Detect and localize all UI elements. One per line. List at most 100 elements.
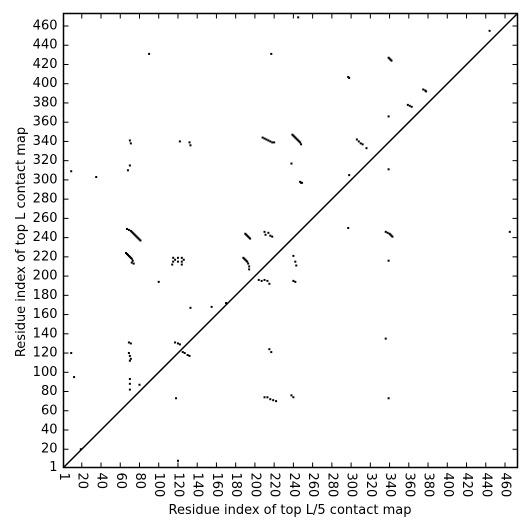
- contact-point: [384, 337, 387, 340]
- y-tick-label: 20: [41, 442, 58, 457]
- contact-point: [128, 359, 131, 362]
- contact-point: [268, 282, 271, 285]
- contact-point: [171, 263, 174, 266]
- x-tick-label: 340: [382, 473, 397, 498]
- contact-point: [267, 231, 270, 234]
- contact-point: [387, 115, 390, 118]
- contact-point: [189, 306, 192, 309]
- contact-point: [301, 181, 304, 184]
- contact-point: [249, 237, 252, 240]
- x-tick-label: 160: [209, 473, 224, 498]
- contact-point: [128, 139, 131, 142]
- contact-point: [299, 141, 302, 144]
- contact-point: [266, 396, 269, 399]
- contact-point: [127, 228, 130, 231]
- contact-point: [268, 348, 271, 351]
- diagonal-line: [62, 12, 519, 469]
- x-tick-label: 120: [170, 473, 185, 498]
- y-tick-label: 40: [41, 422, 58, 437]
- contact-point: [175, 397, 178, 400]
- contact-point: [422, 88, 425, 91]
- contact-point: [128, 382, 131, 385]
- contact-point: [79, 448, 82, 451]
- contact-point: [127, 352, 130, 355]
- contact-point: [125, 227, 128, 230]
- y-tick-label: 440: [33, 38, 58, 53]
- contact-point: [126, 169, 129, 172]
- contact-point: [174, 258, 177, 261]
- contact-point: [271, 141, 274, 144]
- y-tick-label: 60: [41, 403, 58, 418]
- x-tick-label: 420: [459, 473, 474, 498]
- contact-point: [290, 394, 293, 397]
- contact-point: [297, 16, 300, 19]
- contact-point: [387, 168, 390, 171]
- y-axis-label: Residue index of top L contact map: [14, 127, 29, 357]
- y-tick-label: 300: [33, 172, 58, 187]
- y-tick-label: 120: [33, 346, 58, 361]
- contact-point: [387, 259, 390, 262]
- contact-point: [176, 256, 179, 259]
- contact-point: [263, 230, 266, 233]
- contact-point: [130, 261, 133, 264]
- contact-point: [365, 147, 368, 150]
- y-tick-label: 240: [33, 230, 58, 245]
- y-tick-label: 260: [33, 211, 58, 226]
- contact-point: [176, 459, 179, 462]
- contact-point: [186, 353, 189, 356]
- contact-point: [266, 279, 269, 282]
- contact-point: [292, 254, 295, 257]
- x-tick-label: 300: [344, 473, 359, 498]
- contact-point: [355, 138, 358, 141]
- contact-point: [391, 235, 394, 238]
- x-tick-label: 20: [74, 473, 89, 490]
- x-tick-label: 280: [324, 473, 339, 498]
- contact-point: [271, 235, 274, 238]
- contact-point: [425, 90, 428, 93]
- contact-point: [183, 352, 186, 355]
- contact-point: [210, 305, 213, 308]
- x-tick-label: 320: [363, 473, 378, 498]
- contact-point: [386, 231, 389, 234]
- contact-point: [131, 259, 134, 262]
- y-tick-label: 400: [33, 76, 58, 91]
- x-tick-label: 240: [286, 473, 301, 498]
- contact-point: [272, 399, 275, 402]
- contact-point: [264, 233, 267, 236]
- x-tick-label: 220: [267, 473, 282, 498]
- contact-point: [180, 260, 183, 263]
- contact-point: [176, 260, 179, 263]
- contact-point: [348, 174, 351, 177]
- contact-point: [488, 29, 491, 32]
- contact-point: [275, 400, 278, 403]
- contact-point: [188, 354, 191, 357]
- contact-point: [390, 59, 393, 62]
- contact-point: [348, 76, 351, 79]
- contact-point: [384, 230, 387, 233]
- contact-point: [132, 262, 135, 265]
- contact-point: [130, 257, 133, 260]
- contact-point: [157, 280, 160, 283]
- contact-point: [248, 265, 251, 268]
- contact-point: [359, 142, 362, 145]
- contact-point: [387, 397, 390, 400]
- contact-point: [300, 143, 303, 146]
- contact-point: [269, 398, 272, 401]
- x-tick-label: 400: [440, 473, 455, 498]
- contact-point: [357, 140, 360, 143]
- x-tick-label: 180: [228, 473, 243, 498]
- contact-point: [263, 137, 266, 140]
- contact-point: [273, 141, 276, 144]
- x-tick-label: 380: [421, 473, 436, 498]
- contact-point: [172, 260, 175, 263]
- contact-point: [294, 260, 297, 263]
- contact-point: [292, 279, 295, 282]
- contact-point: [129, 142, 132, 145]
- x-tick-label: 260: [305, 473, 320, 498]
- contact-point: [270, 351, 273, 354]
- contact-point: [292, 396, 295, 399]
- y-tick-label: 1: [49, 460, 57, 475]
- y-tick-label: 420: [33, 57, 58, 72]
- contact-point: [260, 279, 263, 282]
- y-tick-label: 100: [33, 365, 58, 380]
